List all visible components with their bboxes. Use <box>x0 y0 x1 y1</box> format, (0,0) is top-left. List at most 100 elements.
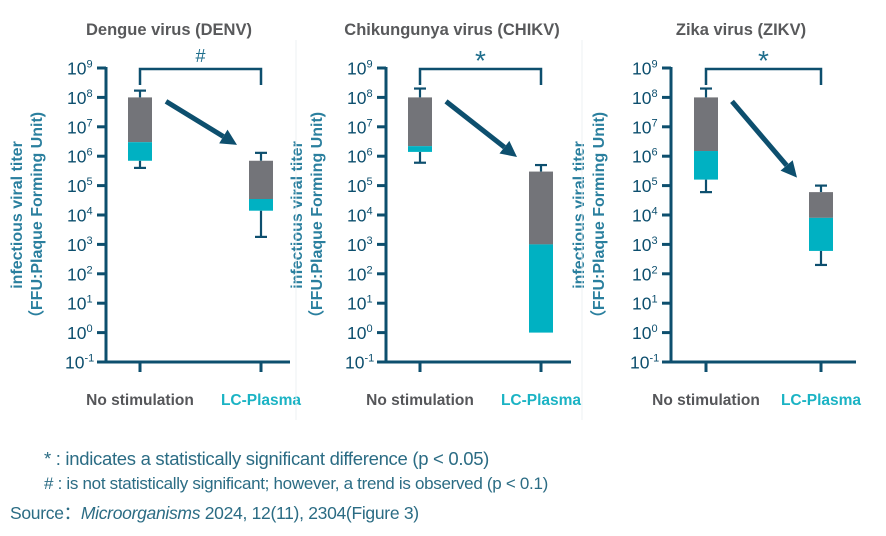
box-lower-segment <box>408 146 432 152</box>
y-tick-label: 104 <box>347 206 373 226</box>
y-tick-label: 104 <box>632 206 658 226</box>
y-tick-exponent: 3 <box>86 235 92 247</box>
box-lc-plasma <box>809 184 833 267</box>
y-tick-label: 107 <box>347 117 373 137</box>
y-tick-exponent: 7 <box>366 117 372 129</box>
box-lower-segment <box>128 142 152 161</box>
y-tick-exponent: 1 <box>86 294 92 306</box>
panel-title: Zika virus (ZIKV) <box>676 21 806 39</box>
y-tick-exponent: 2 <box>366 264 372 276</box>
y-tick-exponent: 6 <box>651 147 657 159</box>
significance-asterisk: * <box>758 45 769 76</box>
y-tick-label: 101 <box>632 294 658 314</box>
y-tick-label: 108 <box>67 88 93 108</box>
footnote-trend: # : is not statistically significant; ho… <box>44 474 548 493</box>
y-tick-exponent: 6 <box>366 147 372 159</box>
y-tick-exponent: -1 <box>364 353 374 365</box>
y-tick-exponent: 5 <box>86 176 92 188</box>
category-label-lc-plasma: LC-Plasma <box>501 392 581 409</box>
y-tick-label: 103 <box>67 235 93 255</box>
y-tick-label: 107 <box>632 117 658 137</box>
y-tick-exponent: 5 <box>366 176 372 188</box>
y-tick-label: 102 <box>632 264 658 284</box>
y-tick-exponent: 9 <box>366 59 372 71</box>
significance-asterisk: * <box>475 45 486 76</box>
y-tick-exponent: 3 <box>366 235 372 247</box>
box-lower-segment <box>249 199 273 211</box>
y-tick-label: 100 <box>67 323 93 343</box>
y-axis-label-line1: infectious viral titer <box>9 141 26 289</box>
y-tick-label: 109 <box>67 59 93 79</box>
box-lc-plasma <box>529 163 553 333</box>
y-tick-exponent: 5 <box>651 176 657 188</box>
y-tick-exponent: 3 <box>651 235 657 247</box>
y-axis-label-line2: （FFU:Plaque Forming Unit) <box>28 112 46 326</box>
category-label-no-stimulation: No stimulation <box>86 392 194 409</box>
y-tick-exponent: 6 <box>86 147 92 159</box>
source-prefix: Source： <box>10 503 81 523</box>
y-tick-exponent: 0 <box>366 323 372 335</box>
box-no-stimulation <box>408 87 432 164</box>
box-no-stimulation <box>694 87 718 194</box>
box-lower-segment <box>809 217 833 251</box>
y-tick-exponent: 2 <box>651 264 657 276</box>
y-axis-label-line2: （FFU:Plaque Forming Unit) <box>590 112 608 326</box>
decrease-arrow-shaft <box>730 99 789 168</box>
box-upper-segment <box>529 171 553 245</box>
figure: Dengue virus (DENV) infectious viral tite… <box>9 21 861 420</box>
box-upper-segment <box>408 97 432 147</box>
y-tick-exponent: 4 <box>366 206 372 218</box>
y-tick-label: 104 <box>67 206 93 226</box>
y-tick-label: 105 <box>67 176 93 196</box>
y-tick-exponent: 7 <box>651 117 657 129</box>
y-tick-exponent: 2 <box>86 264 92 276</box>
y-tick-label: 101 <box>347 294 373 314</box>
y-axis-label-line1: infectious viral titer <box>571 141 588 289</box>
y-tick-label: 10-1 <box>630 353 659 373</box>
y-axis-label: infectious viral titer （FFU:Plaque Formin… <box>289 112 326 326</box>
y-tick-exponent: 8 <box>651 88 657 100</box>
category-label-lc-plasma: LC-Plasma <box>221 392 301 409</box>
decrease-arrow-shaft <box>444 99 506 150</box>
chart-panel-3: Zika virus (ZIKV) infectious viral titer （… <box>571 21 861 409</box>
y-tick-label: 107 <box>67 117 93 137</box>
y-tick-label: 108 <box>347 88 373 108</box>
box-upper-segment <box>249 160 273 200</box>
y-tick-label: 10-1 <box>345 353 374 373</box>
y-tick-exponent: 1 <box>651 294 657 306</box>
y-tick-exponent: 7 <box>86 117 92 129</box>
panel-title: Dengue virus (DENV) <box>86 21 252 39</box>
y-tick-label: 103 <box>632 235 658 255</box>
y-tick-exponent: 8 <box>86 88 92 100</box>
y-tick-label: 108 <box>632 88 658 108</box>
box-lower-segment <box>694 151 718 180</box>
box-upper-segment <box>128 97 152 143</box>
decrease-arrow-head <box>499 140 517 158</box>
source-journal: Microorganisms <box>80 503 201 523</box>
y-tick-exponent: 4 <box>86 206 92 218</box>
panel-title: Chikungunya virus (CHIKV) <box>344 21 559 39</box>
y-tick-label: 109 <box>632 59 658 79</box>
y-tick-exponent: 0 <box>86 323 92 335</box>
y-tick-label: 101 <box>67 294 93 314</box>
y-tick-label: 102 <box>347 264 373 284</box>
box-lower-segment <box>529 244 553 333</box>
y-tick-label: 103 <box>347 235 373 255</box>
y-axis-label: infectious viral titer （FFU:Plaque Formin… <box>9 112 46 326</box>
y-tick-label: 106 <box>347 147 373 167</box>
y-tick-label: 10-1 <box>65 353 94 373</box>
decrease-arrow-head <box>780 160 797 178</box>
chart-panel-2: Chikungunya virus (CHIKV) infectious vira… <box>289 21 581 409</box>
y-tick-exponent: 9 <box>86 59 92 71</box>
box-no-stimulation <box>128 89 152 169</box>
decrease-arrow-head <box>219 129 237 145</box>
category-label-lc-plasma: LC-Plasma <box>781 392 861 409</box>
decrease-arrow-shaft <box>164 99 225 139</box>
y-tick-label: 109 <box>347 59 373 79</box>
y-tick-exponent: 8 <box>366 88 372 100</box>
y-tick-label: 102 <box>67 264 93 284</box>
y-tick-exponent: 1 <box>366 294 372 306</box>
box-lc-plasma <box>249 151 273 238</box>
significance-bracket <box>138 67 263 85</box>
y-tick-label: 105 <box>347 176 373 196</box>
